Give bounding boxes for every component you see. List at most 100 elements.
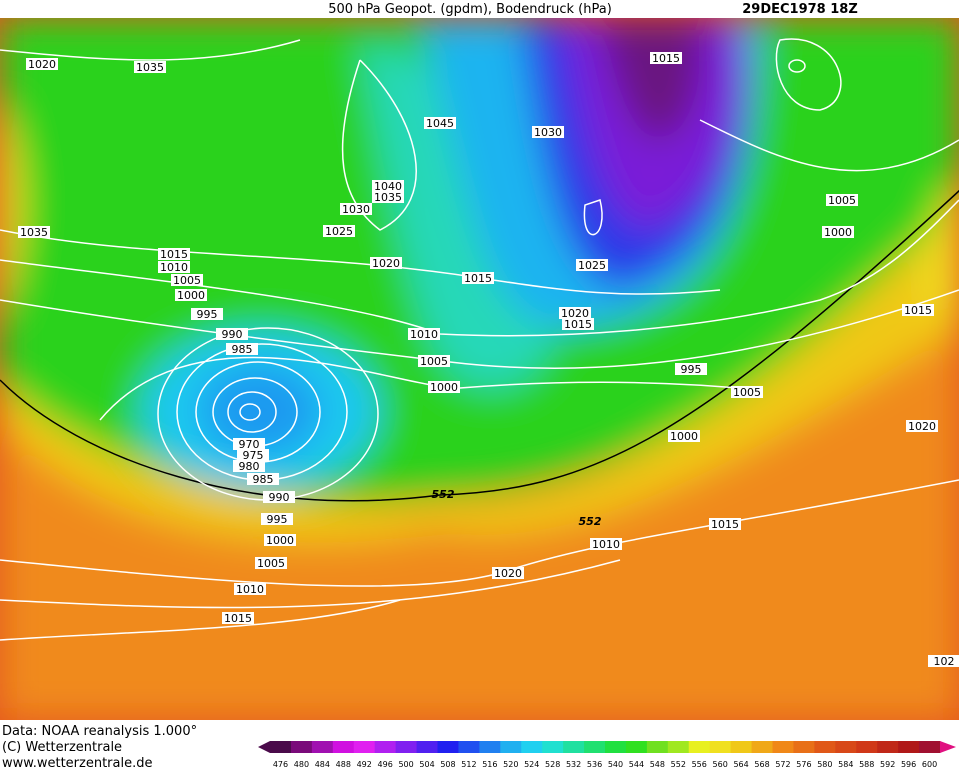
colorbar-cell [709, 741, 732, 753]
label-box [650, 52, 682, 64]
isobar-label: 1020 [372, 257, 400, 270]
colorbar-label: 536 [587, 760, 602, 769]
colorbar-cell [856, 741, 878, 753]
isobar-label: 1010 [410, 328, 438, 341]
isobar-label: 1035 [20, 226, 48, 239]
colorbar-label: 564 [733, 760, 748, 769]
colorbar-label: 552 [671, 760, 686, 769]
colorbar-label: 492 [357, 760, 372, 769]
label-box [18, 226, 50, 238]
isobar-label: 1030 [534, 126, 562, 139]
colorbar-end [940, 741, 956, 753]
label-box [902, 304, 934, 316]
isobar-label: 1000 [670, 430, 698, 443]
colorbar-label: 600 [922, 760, 937, 769]
footer-text: Data: NOAA reanalysis 1.000° [2, 724, 197, 739]
label-box [709, 518, 741, 530]
colorbar-label: 596 [901, 760, 916, 769]
isobar-label: 1025 [325, 225, 353, 238]
label-box [372, 191, 404, 203]
isobar-label: 1020 [28, 58, 56, 71]
colorbar-cell [919, 741, 941, 753]
colorbar-label: 504 [419, 760, 434, 769]
isobar-label: 995 [267, 513, 288, 526]
label-box [826, 194, 858, 206]
colorbar-label: 484 [315, 760, 330, 769]
colorbar-label: 540 [608, 760, 623, 769]
colorbar-label: 516 [482, 760, 497, 769]
label-box [158, 261, 190, 273]
colorbar-label: 488 [336, 760, 351, 769]
colorbar-label: 528 [545, 760, 560, 769]
label-box [928, 655, 959, 667]
colorbar-label: 592 [880, 760, 895, 769]
label-box [323, 225, 355, 237]
colorbar-label: 512 [461, 760, 476, 769]
isobar-label: 1010 [160, 261, 188, 274]
label-box [822, 226, 854, 238]
isobar-label: 975 [243, 449, 264, 462]
label-box [175, 289, 207, 301]
label-box [233, 460, 265, 472]
isobar-label: 1000 [430, 381, 458, 394]
colorbar-label: 524 [524, 760, 539, 769]
colorbar-cell [563, 741, 585, 753]
isobar-label: 995 [197, 308, 218, 321]
colorbar-label: 584 [838, 760, 853, 769]
label-box [906, 420, 938, 432]
colorbar-label: 496 [378, 760, 393, 769]
isobar-label: 980 [239, 460, 260, 473]
label-box [675, 363, 707, 375]
colorbar-label: 508 [440, 760, 455, 769]
label-box [216, 328, 248, 340]
colorbar-label: 588 [859, 760, 874, 769]
label-box [234, 583, 266, 595]
colorbar-cell [521, 741, 543, 753]
isobar-label: 990 [222, 328, 243, 341]
label-box [590, 538, 622, 550]
footer: Data: NOAA reanalysis 1.000°(C) Wetterze… [2, 724, 197, 770]
label-box [370, 257, 402, 269]
isobar-label: 1020 [908, 420, 936, 433]
isobar-label: 1005 [733, 386, 761, 399]
label-box [492, 567, 524, 579]
label-box [247, 473, 279, 485]
colorbar-cell [290, 741, 313, 753]
isobar-label: 1040 [374, 180, 402, 193]
label-box [171, 274, 203, 286]
label-box [731, 386, 763, 398]
label-box [226, 343, 258, 355]
colorbar-cell [584, 741, 606, 753]
label-box [233, 438, 265, 450]
colorbar-cell [898, 741, 920, 753]
isobar-label: 1035 [136, 61, 164, 74]
label-box [424, 117, 456, 129]
colorbar-label: 544 [629, 760, 644, 769]
colorbar-label: 532 [566, 760, 581, 769]
colorbar-label: 480 [294, 760, 309, 769]
label-box [264, 534, 296, 546]
label-box [340, 203, 372, 215]
colorbar-cell [395, 741, 418, 753]
isobar-label: 1015 [904, 304, 932, 317]
colorbar-cell [814, 741, 836, 753]
label-box [26, 58, 58, 70]
colorbar-label: 500 [398, 760, 413, 769]
isobar-label: 1045 [426, 117, 454, 130]
isobar-label: 1000 [824, 226, 852, 239]
label-box [408, 328, 440, 340]
colorbar-cell [605, 741, 627, 753]
colorbar-label: 560 [713, 760, 728, 769]
isobar-label: 1015 [224, 612, 252, 625]
colorbar-cell [437, 741, 459, 753]
colorbar-cell [625, 741, 648, 753]
label-box [668, 430, 700, 442]
contour-label: 552 [432, 488, 455, 501]
colorbar-label: 548 [650, 760, 665, 769]
label-box [158, 248, 190, 260]
isobar-label: 1000 [177, 289, 205, 302]
contour-label: 552 [579, 515, 602, 528]
colorbar-cell [479, 741, 501, 753]
colorbar-label: 568 [754, 760, 769, 769]
